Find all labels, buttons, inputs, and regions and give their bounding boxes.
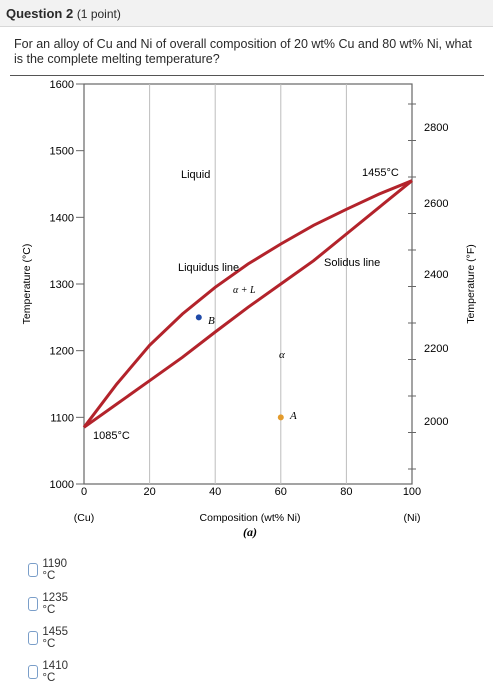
x-end-label-ni: (Ni) — [404, 512, 421, 524]
liquidus-curve — [82, 179, 413, 429]
label-two-phase: α + L — [233, 285, 256, 296]
divider — [10, 75, 484, 76]
question-title: Question 2 (1 point) — [6, 6, 121, 21]
point-a-marker — [277, 414, 284, 421]
phase-diagram: 1600 1500 1400 1300 1200 1100 1000 0 20 … — [21, 79, 477, 539]
option-1190[interactable]: 1190 °C — [28, 558, 71, 582]
option-1235-label: 1235 °C — [42, 592, 68, 616]
y2-tick-2600: 2600 — [424, 198, 448, 210]
x-tick-100: 100 — [403, 486, 421, 498]
label-ni-melt: 1455°C — [362, 167, 399, 179]
y-tick-1200: 1200 — [50, 346, 74, 358]
option-1235[interactable]: 1235 °C — [28, 592, 72, 616]
label-liquidus: Liquidus line — [178, 262, 239, 274]
solidus-curve — [83, 179, 413, 429]
y-tick-1300: 1300 — [50, 279, 74, 291]
question-number: Question 2 — [6, 6, 74, 21]
point-a-label: A — [289, 410, 297, 422]
option-1455-label: 1455 °C — [42, 626, 68, 650]
option-1190-label: 1190 °C — [42, 558, 68, 582]
x-tick-60: 60 — [275, 486, 287, 498]
figure-label: (a) — [243, 525, 257, 539]
plot-frame — [83, 83, 413, 485]
label-solidus: Solidus line — [324, 257, 380, 269]
question-points: (1 point) — [76, 7, 121, 21]
question-header: Question 2 (1 point) — [0, 0, 493, 27]
label-liquid: Liquid — [181, 169, 210, 181]
point-b-label: B — [208, 315, 215, 327]
label-alpha: α — [279, 349, 285, 361]
option-1190-checkbox[interactable] — [28, 563, 39, 577]
axis-ticks — [76, 83, 416, 485]
x-tick-20: 20 — [143, 486, 155, 498]
option-1455[interactable]: 1455 °C — [28, 626, 72, 650]
x-end-label-cu: (Cu) — [74, 512, 94, 524]
y-axis-label: Temperature (°C) — [21, 244, 33, 325]
x-axis-label: Composition (wt% Ni) — [200, 512, 301, 524]
x-tick-80: 80 — [340, 486, 352, 498]
y-tick-1000: 1000 — [50, 479, 74, 491]
option-1235-checkbox[interactable] — [28, 597, 39, 611]
y-tick-1100: 1100 — [50, 412, 74, 424]
gridlines — [149, 84, 347, 484]
label-cu-melt: 1085°C — [93, 430, 130, 442]
y2-axis-label: Temperature (°F) — [465, 244, 477, 323]
x-tick-0: 0 — [81, 486, 87, 498]
y-tick-1600: 1600 — [50, 79, 74, 91]
x-tick-40: 40 — [209, 486, 221, 498]
option-1410-label: 1410 °C — [42, 660, 68, 684]
y-tick-1500: 1500 — [50, 146, 74, 158]
option-1455-checkbox[interactable] — [28, 631, 39, 645]
option-1410[interactable]: 1410 °C — [28, 660, 72, 684]
option-1410-checkbox[interactable] — [28, 665, 39, 679]
y2-tick-2000: 2000 — [424, 416, 448, 428]
question-text: For an alloy of Cu and Ni of overall com… — [14, 37, 472, 66]
y2-tick-2800: 2800 — [424, 122, 448, 134]
y-tick-1400: 1400 — [50, 212, 74, 224]
y2-tick-2200: 2200 — [424, 343, 448, 355]
point-b-marker — [195, 314, 202, 321]
y2-tick-2400: 2400 — [424, 269, 448, 281]
